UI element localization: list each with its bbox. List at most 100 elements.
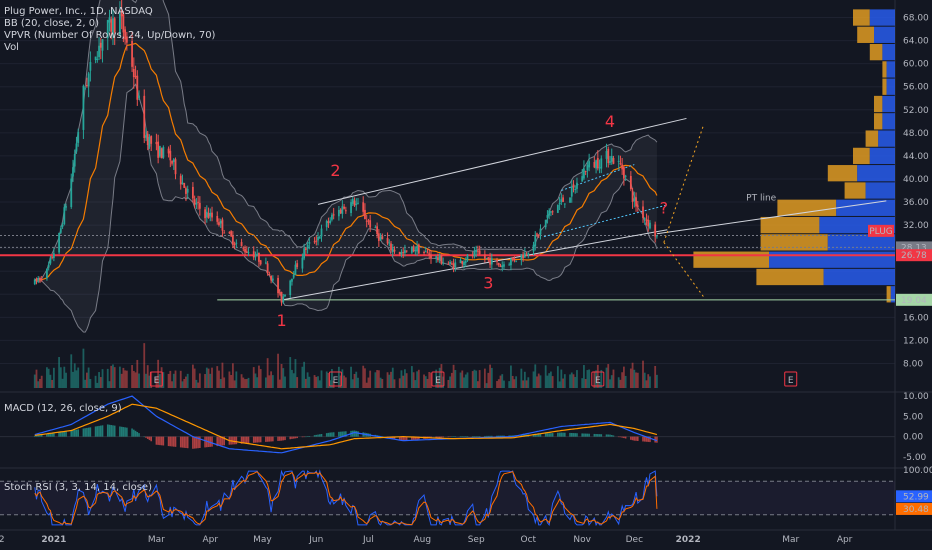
candle-body <box>245 251 248 253</box>
volume-bar <box>477 381 479 388</box>
candle-body <box>624 175 627 177</box>
volume-bar <box>301 366 304 388</box>
volume-bar <box>428 371 431 388</box>
candle-body <box>537 234 540 236</box>
vp-bar-down <box>760 216 820 234</box>
candle-body <box>294 264 297 276</box>
macd-histogram-bar <box>266 436 269 442</box>
macd-histogram-bar <box>99 425 102 437</box>
volume-bar <box>73 363 76 388</box>
stoch-rsi-pane <box>0 469 895 527</box>
candle-body <box>647 219 650 227</box>
macd-histogram-bar <box>136 431 139 437</box>
volume-bar <box>364 368 366 388</box>
candle-body <box>400 251 403 255</box>
volume-bar <box>341 369 344 388</box>
macd-histogram-bar <box>278 436 281 441</box>
time-axis-label: Sep <box>468 535 485 545</box>
candle-body <box>583 168 585 179</box>
candle-body <box>483 254 486 259</box>
macd-histogram-bar <box>357 431 359 437</box>
macd-histogram-bar <box>124 427 126 437</box>
volume-bar <box>49 374 52 388</box>
macd-histogram-bar <box>272 436 274 442</box>
candle-body <box>515 260 518 262</box>
price-axis-label: 68.00 <box>903 14 929 24</box>
macd-histogram-bar <box>247 436 250 444</box>
legend-vpvr[interactable]: VPVR (Number Of Rows, 24, Up/Down, 70) <box>4 30 216 41</box>
macd-histogram-bar <box>558 432 561 437</box>
macd-histogram-bar <box>400 436 403 441</box>
macd-legend[interactable]: MACD (12, 26, close, 9) <box>4 403 122 415</box>
candle-body <box>522 255 524 259</box>
candle-body <box>313 241 316 243</box>
volume-bar <box>247 377 250 388</box>
candle-body <box>240 242 243 247</box>
macd-histogram-bar <box>520 434 523 437</box>
earnings-marker-label: E <box>788 376 794 386</box>
macd-histogram-bar <box>155 436 158 445</box>
volume-bar <box>463 377 465 388</box>
candle-body <box>596 158 599 169</box>
stoch-label: Stoch RSI (3, 3, 14, 14, close) <box>4 482 152 493</box>
macd-histogram-bar <box>244 436 246 444</box>
volume-bar <box>122 367 125 388</box>
candle-body <box>61 224 64 227</box>
time-axis[interactable]: 2 2021 Mar Apr May Jun Jul Aug Sep Oct Nov Dec 2022 M… <box>0 535 853 545</box>
candle-body <box>341 206 344 214</box>
macd-histogram-bar <box>254 436 257 443</box>
volume-bar <box>51 379 54 388</box>
macd-histogram-bar <box>113 425 116 437</box>
candle-body <box>155 142 158 145</box>
volume-bar <box>327 372 330 388</box>
candle-body <box>96 58 99 60</box>
volume-bar <box>266 358 269 388</box>
stoch-value-label: 52.99 <box>903 492 929 502</box>
candle-body <box>46 268 48 279</box>
volume-bar <box>636 372 639 388</box>
macd-histogram-bar <box>621 436 623 438</box>
blue-dotted-line <box>543 204 668 238</box>
macd-histogram-bar <box>110 425 113 437</box>
stoch-legend[interactable]: Stoch RSI (3, 3, 14, 14, close) <box>4 482 152 494</box>
price-axis[interactable]: 10.00 5.00 0.00 -5.00 100.00 52.99 30.48 68.00 6… <box>868 14 932 515</box>
volume-bar <box>471 371 474 388</box>
channel-lower <box>281 229 668 301</box>
volume-bar <box>160 367 163 388</box>
volume-bar <box>162 372 165 388</box>
legend-title[interactable]: Plug Power, Inc., 1D, NASDAQ <box>4 6 153 17</box>
volume-bar <box>242 377 245 388</box>
candle-body <box>242 247 245 249</box>
candle-body <box>649 222 651 229</box>
candle-body <box>546 215 549 218</box>
volume-bar <box>609 379 611 388</box>
legend-vol[interactable]: Vol <box>4 42 19 53</box>
volume-bar <box>204 374 206 388</box>
candle-body <box>496 259 498 262</box>
candle-body <box>416 246 418 252</box>
volume-bar <box>351 379 354 388</box>
legend-bb[interactable]: BB (20, close, 2, 0) <box>4 18 99 29</box>
macd-histogram-bar <box>548 433 550 437</box>
candle-body <box>59 228 62 233</box>
candle-body <box>167 148 170 154</box>
candle-body <box>317 236 319 241</box>
candle-body <box>478 250 481 255</box>
vp-bar-up <box>878 130 895 147</box>
volume-bar <box>185 376 187 388</box>
candle-body <box>325 221 328 228</box>
candle-body <box>449 262 452 264</box>
candle-body <box>569 197 571 203</box>
candle-body <box>106 20 109 39</box>
volume-bar <box>331 369 333 388</box>
macd-histogram-bar <box>503 435 505 437</box>
volume-bar <box>649 376 651 388</box>
volume-bar <box>605 367 608 388</box>
volume-bar <box>391 367 394 388</box>
macd-histogram-bar <box>353 430 356 437</box>
volume-bar <box>503 380 505 388</box>
candle-body <box>306 244 309 249</box>
macd-histogram-bar <box>84 428 86 437</box>
candle-body <box>235 242 238 244</box>
volume-bar <box>138 373 140 388</box>
